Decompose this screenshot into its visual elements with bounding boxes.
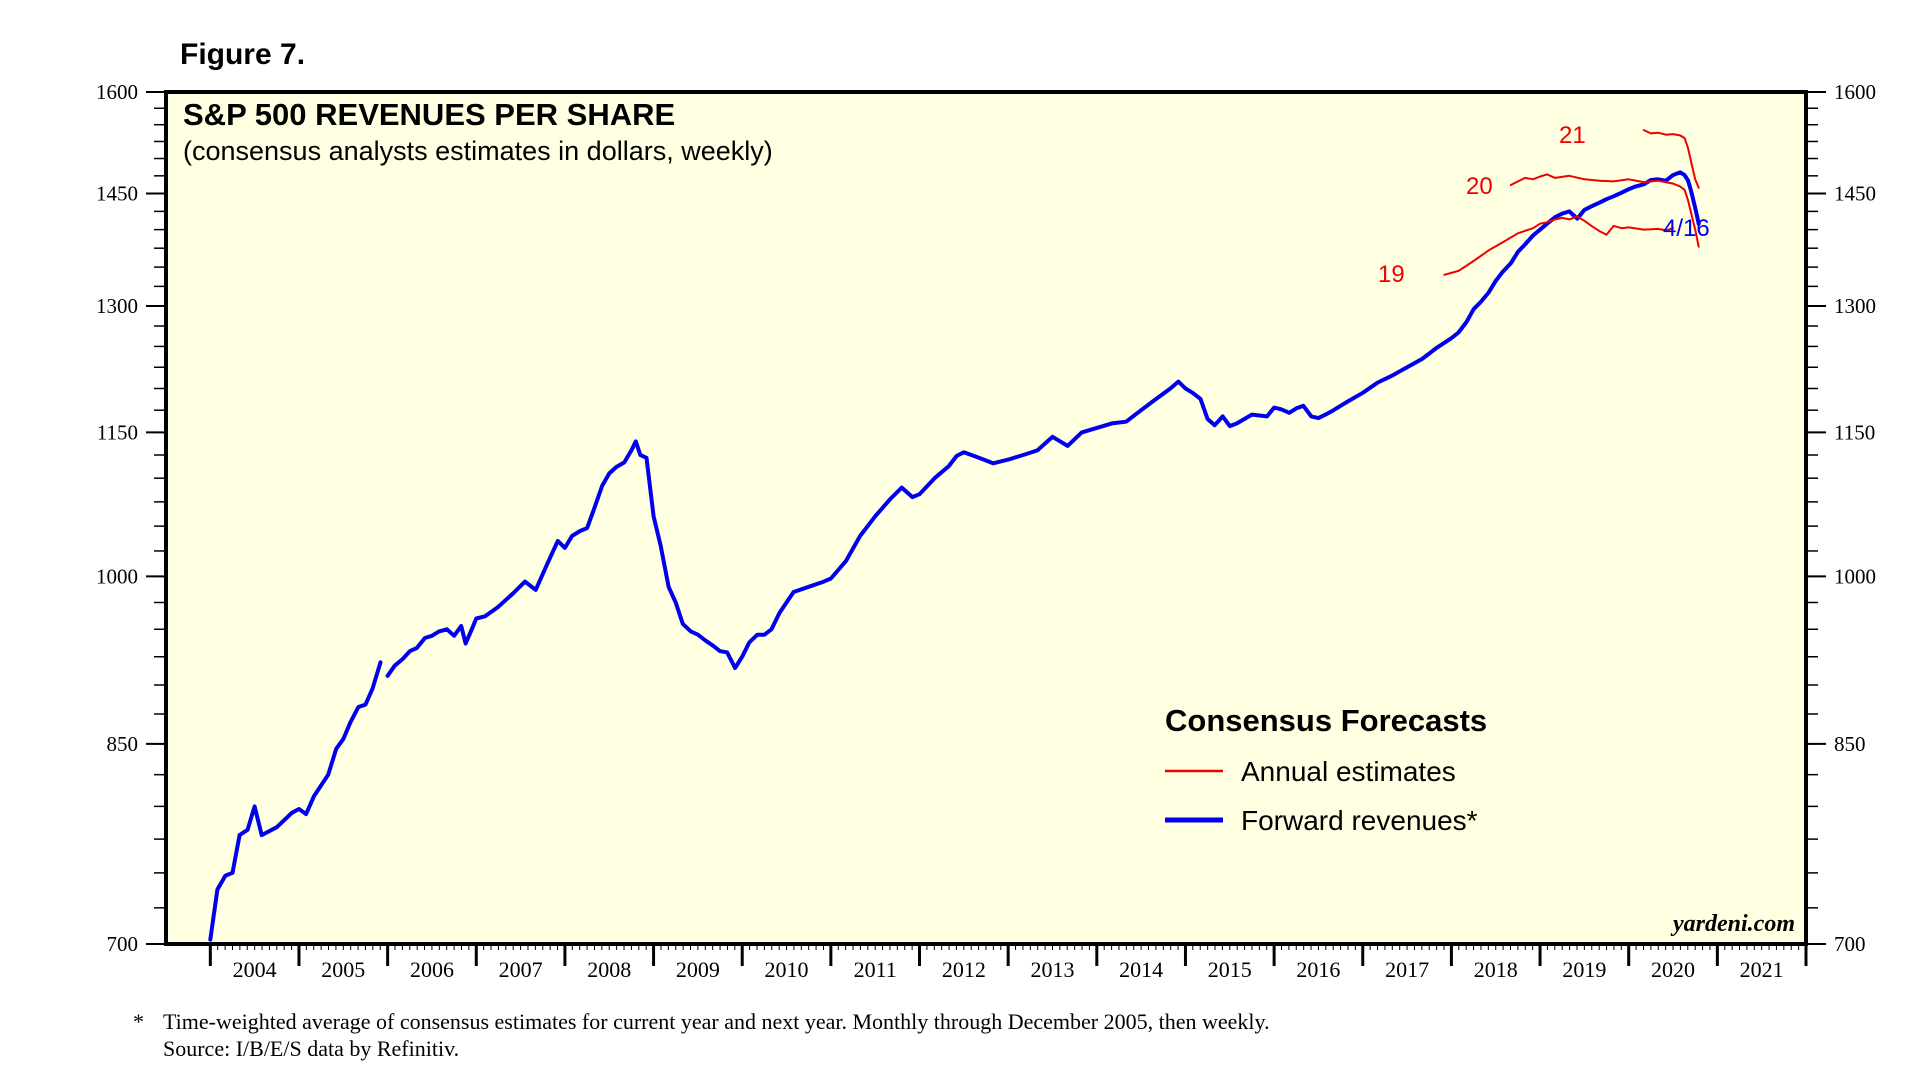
series-annual-estimates-2021	[1642, 129, 1700, 189]
y-tick-label-right: 1150	[1834, 420, 1875, 444]
y-tick-label-left: 1150	[97, 420, 138, 444]
x-tick-label: 2014	[1119, 957, 1163, 982]
x-tick-label: 2011	[854, 957, 897, 982]
x-tick-label: 2004	[233, 957, 277, 982]
plot-border	[164, 90, 1808, 946]
y-tick-label-right: 700	[1834, 932, 1866, 956]
x-tick-label: 2016	[1296, 957, 1340, 982]
y-tick-label-right: 1600	[1834, 80, 1876, 104]
y-tick-label-right: 1300	[1834, 294, 1876, 318]
x-tick-label: 2008	[587, 957, 631, 982]
y-tick-label-right: 850	[1834, 732, 1866, 756]
plot-area	[166, 92, 1806, 944]
y-tick-label-left: 1450	[96, 181, 138, 205]
label-2019: 19	[1378, 261, 1405, 288]
series-forward-revenues	[208, 660, 383, 942]
chart-subtitle: (consensus analysts estimates in dollars…	[183, 136, 773, 166]
x-tick-label: 2007	[499, 957, 543, 982]
y-tick-label-left: 1600	[96, 80, 138, 104]
y-tick-label-left: 700	[107, 932, 139, 956]
y-tick-label-left: 1000	[96, 564, 138, 588]
y-tick-label-left: 1300	[96, 294, 138, 318]
x-tick-label: 2009	[676, 957, 720, 982]
legend-title: Consensus Forecasts	[1165, 703, 1487, 738]
x-tick-label: 2013	[1030, 957, 1074, 982]
x-tick-label: 2021	[1740, 957, 1784, 982]
footnote-marker: *	[133, 1009, 144, 1034]
x-tick-label: 2018	[1474, 957, 1518, 982]
series-annual-estimates-2019	[1443, 215, 1674, 276]
figure-label: Figure 7.	[180, 38, 306, 71]
x-tick-label: 2015	[1208, 957, 1252, 982]
x-tick-label: 2017	[1385, 957, 1429, 982]
x-tick-label: 2010	[765, 957, 809, 982]
x-tick-label: 2006	[410, 957, 454, 982]
legend-forward-label: Forward revenues*	[1241, 805, 1478, 836]
x-tick-label: 2012	[942, 957, 986, 982]
chart-title: S&P 500 REVENUES PER SHARE	[183, 97, 675, 132]
y-tick-label-right: 1450	[1834, 181, 1876, 205]
axis-labels: 700 700 850 850 1000 1000 1150 1150 1300 1300 1450…	[96, 80, 1876, 982]
legend: Consensus Forecasts Annual estimates For…	[1165, 703, 1487, 836]
legend-annual-label: Annual estimates	[1241, 756, 1456, 787]
x-tick-label: 2019	[1562, 957, 1606, 982]
series-annual-estimates-2020	[1509, 173, 1700, 248]
x-tick-label: 2020	[1651, 957, 1695, 982]
label-2021: 21	[1559, 122, 1586, 149]
branding: yardeni.com	[1670, 911, 1795, 937]
label-latest-date: 4/16	[1663, 215, 1710, 242]
footnote-line-2: Source: I/B/E/S data by Refinitiv.	[163, 1036, 460, 1061]
footnote-line-1: Time-weighted average of consensus estim…	[163, 1009, 1270, 1034]
label-2020: 20	[1466, 173, 1493, 200]
y-tick-label-right: 1000	[1834, 564, 1876, 588]
series-forward-revenues	[385, 170, 1701, 678]
x-tick-label: 2005	[321, 957, 365, 982]
series-layer	[208, 129, 1701, 942]
y-tick-label-left: 850	[107, 732, 139, 756]
